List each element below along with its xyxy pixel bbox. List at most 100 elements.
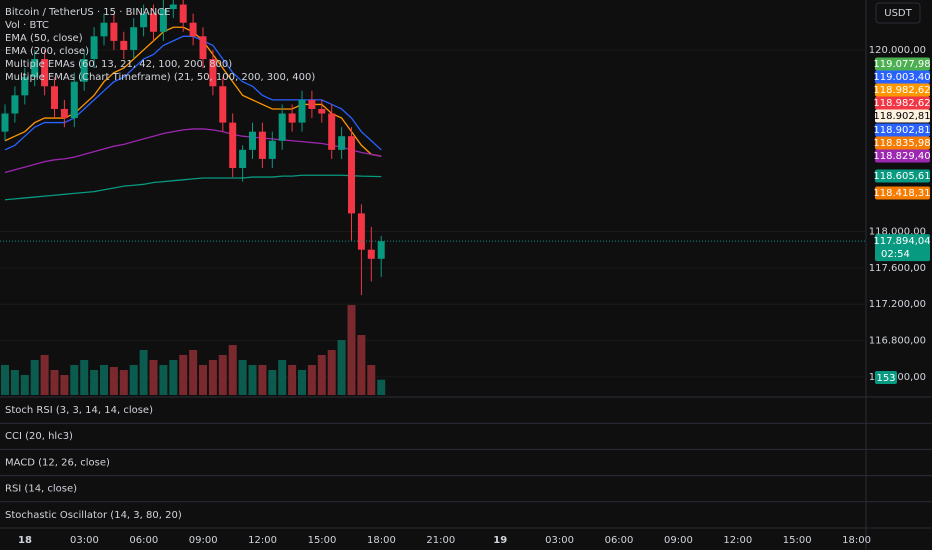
y-tick-label: 117.200,00 [869,299,926,310]
price-tag-label: 118.829,40 [873,151,930,162]
candle-body [31,59,39,78]
volume-bar [218,355,227,395]
candle-body [258,131,266,159]
volume-bar [357,335,366,395]
volume-bar [119,370,128,395]
y-tick-label: 116.800,00 [869,336,926,347]
price-tag [875,70,930,84]
candle-body [60,108,68,119]
price-tag [875,96,930,110]
volume-bar [317,355,326,395]
time-label: 21:00 [426,535,455,546]
candle-body [51,86,58,109]
volume-bar [129,365,138,395]
time-label: 18:00 [367,535,396,546]
price-tag-label: 119.077,98 [873,59,930,70]
price-tag [875,123,930,137]
volume-bar [208,360,217,395]
time-label: 18 [18,535,32,546]
candle-body [338,136,346,150]
price-tag [875,83,930,97]
price-tag-label: 118.982,62 [873,98,930,109]
volume-bar [228,345,237,395]
candle-body [357,213,365,250]
volume-bar [139,350,148,395]
volume-bar [367,365,376,395]
volume-bar [337,340,346,395]
time-label: 15:00 [308,535,337,546]
volume-bar [109,367,118,395]
candle-body [70,81,78,119]
time-label: 12:00 [723,535,752,546]
volume-bar [278,360,287,395]
candle-body [209,59,217,87]
countdown-label: 02:54 [881,249,910,260]
candle-body [100,22,108,37]
time-label: 19 [493,535,507,546]
volume-bar [169,360,178,395]
time-label: 09:00 [189,535,218,546]
volume-bar [248,365,257,395]
volume-bar [159,365,168,395]
volume-bar [298,370,306,395]
candle-body [159,9,167,32]
volume-bar [307,365,316,395]
indicator-label[interactable]: Vol · BTC [5,20,49,31]
volume-bar [70,365,79,395]
volume-bar [179,355,188,395]
volume-tag [875,371,897,384]
candle-body [169,4,177,10]
candle-body [219,86,227,123]
candle-body [1,113,9,132]
candle-body [140,13,148,28]
candle-body [249,131,256,150]
candle-body [80,59,88,82]
price-tag [875,109,930,123]
pane-label[interactable]: RSI (14, close) [5,484,77,495]
indicator-label[interactable]: EMA (200, close) [5,46,89,57]
candle-body [90,36,98,60]
volume-bar [238,360,247,395]
price-tag [875,169,930,183]
volume-bar [1,365,9,395]
volume-bar [30,360,39,395]
volume-bar [377,379,386,395]
last-price-tag [875,234,930,262]
pane-label[interactable]: Stoch RSI (3, 3, 14, 14, close) [5,405,153,416]
candle-body [308,99,316,109]
candle-body [268,140,276,159]
currency-button[interactable] [875,2,921,24]
volume-bar [10,370,19,395]
indicator-label[interactable]: EMA (50, close) [5,33,83,44]
y-tick-label: 120.000,00 [869,45,926,56]
volume-bar [288,365,297,395]
volume-bar [327,350,336,395]
pane-label[interactable]: Stochastic Oscillator (14, 3, 80, 20) [5,510,182,521]
volume-bar [149,360,158,395]
volume-bar [20,375,29,395]
candle-body [288,113,296,123]
y-tick-label: 118.000,00 [869,227,926,238]
candle-body [298,99,306,123]
price-tag [875,149,930,163]
time-label: 03:00 [545,535,574,546]
candle-body [41,59,49,87]
ema-line [4,174,382,201]
pane-label[interactable]: CCI (20, hlc3) [5,431,73,442]
price-tag-label: 118.902,81 [873,111,930,122]
price-tag-label: 118.902,81 [873,125,930,136]
indicator-label[interactable]: Multiple EMAs (60, 13, 21, 42, 100, 200,… [5,59,232,70]
time-label: 06:00 [605,535,634,546]
indicator-label[interactable]: Multiple EMAs (Chart Timeframe) (21, 50,… [5,72,315,83]
candle-body [318,108,326,114]
pane-label[interactable]: MACD (12, 26, close) [5,457,110,468]
time-label: 03:00 [70,535,99,546]
candle-body [21,77,29,96]
candle-body [150,13,157,32]
candle-body [278,113,286,141]
volume-bar [268,370,277,395]
volume-bar [100,365,108,395]
candle-body [377,241,385,259]
